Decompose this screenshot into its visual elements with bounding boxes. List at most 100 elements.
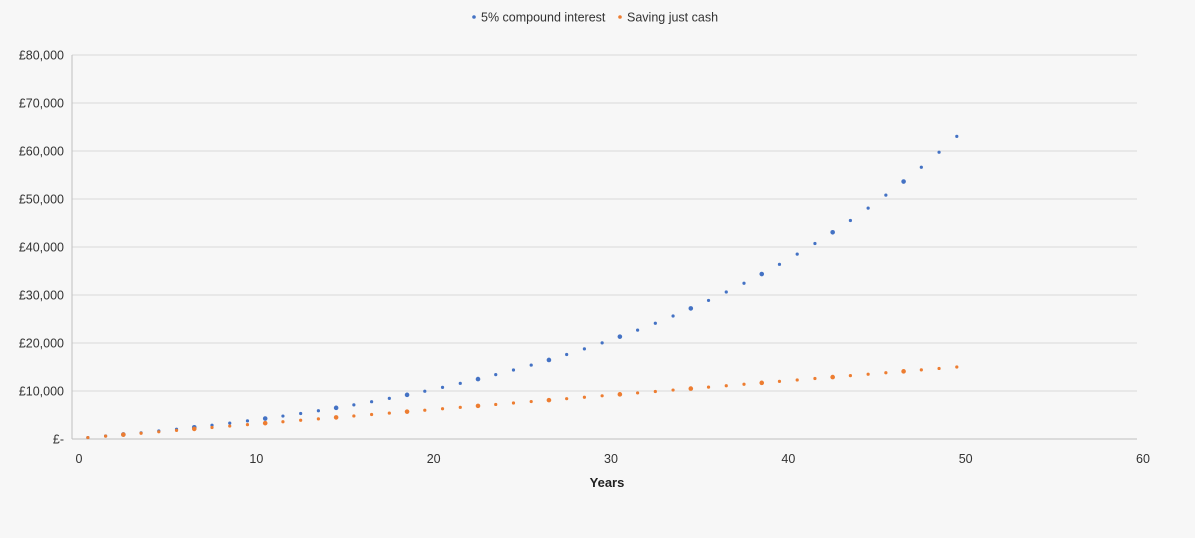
y-tick-label: £50,000 bbox=[19, 193, 64, 207]
data-point-cash bbox=[724, 384, 728, 388]
data-point-cash bbox=[423, 408, 427, 412]
data-point-compound bbox=[228, 421, 232, 425]
x-axis-title: Years bbox=[590, 475, 625, 490]
data-point-cash bbox=[671, 388, 675, 392]
data-point-cash bbox=[387, 411, 391, 415]
data-point-cash bbox=[121, 432, 126, 437]
data-point-cash bbox=[174, 428, 179, 432]
data-point-cash bbox=[759, 380, 765, 386]
data-point-cash bbox=[742, 382, 746, 386]
data-point-cash bbox=[529, 399, 533, 404]
data-point-compound bbox=[210, 423, 214, 427]
data-point-compound bbox=[546, 357, 552, 363]
data-point-cash bbox=[228, 424, 232, 428]
data-point-cash bbox=[333, 415, 339, 420]
data-point-compound bbox=[724, 290, 728, 294]
data-point-compound bbox=[848, 218, 853, 223]
data-point-cash bbox=[494, 402, 498, 407]
data-point-compound bbox=[884, 193, 888, 197]
data-point-compound bbox=[458, 381, 462, 385]
data-point-cash bbox=[617, 392, 623, 397]
data-point-cash bbox=[245, 423, 250, 427]
y-tick-label: £70,000 bbox=[19, 97, 64, 111]
x-tick-label: 50 bbox=[959, 452, 973, 466]
data-point-cash bbox=[262, 420, 268, 426]
data-point-compound bbox=[813, 241, 817, 246]
data-point-cash bbox=[475, 403, 481, 409]
data-point-compound bbox=[617, 334, 623, 339]
data-point-compound bbox=[281, 414, 285, 418]
data-point-cash bbox=[139, 431, 143, 435]
data-point-cash bbox=[104, 434, 108, 438]
data-point-cash bbox=[884, 371, 888, 375]
data-point-cash bbox=[352, 414, 356, 418]
data-point-compound bbox=[759, 271, 765, 277]
data-point-compound bbox=[262, 416, 268, 421]
data-point-compound bbox=[529, 363, 533, 367]
data-point-compound bbox=[404, 392, 410, 398]
data-point-compound bbox=[475, 376, 481, 382]
data-point-compound bbox=[299, 411, 303, 416]
legend-item-compound[interactable]: 5% compound interest bbox=[472, 11, 606, 25]
data-point-compound bbox=[919, 165, 923, 169]
data-point-compound bbox=[352, 403, 356, 407]
data-point-compound bbox=[423, 389, 427, 393]
y-tick-label: £20,000 bbox=[19, 337, 64, 351]
data-point-cash bbox=[565, 397, 569, 401]
data-point-cash bbox=[688, 386, 694, 391]
data-point-cash bbox=[546, 397, 552, 403]
x-tick-label: 30 bbox=[604, 452, 618, 466]
x-tick-label: 40 bbox=[781, 452, 795, 466]
data-point-cash bbox=[210, 425, 214, 430]
data-point-cash bbox=[813, 376, 817, 381]
data-point-compound bbox=[901, 179, 906, 184]
data-point-compound bbox=[937, 150, 941, 154]
legend-item-cash[interactable]: Saving just cash bbox=[618, 11, 718, 25]
data-point-cash bbox=[795, 378, 799, 382]
x-tick-label: 20 bbox=[427, 452, 441, 466]
data-point-cash bbox=[458, 405, 462, 409]
data-point-cash bbox=[866, 372, 870, 376]
data-point-cash bbox=[901, 369, 906, 374]
data-point-compound bbox=[955, 134, 959, 139]
data-point-cash bbox=[582, 395, 587, 399]
data-point-compound bbox=[494, 373, 498, 377]
data-point-compound bbox=[565, 352, 569, 357]
data-point-cash bbox=[848, 374, 853, 378]
data-point-compound bbox=[636, 328, 640, 332]
data-point-compound bbox=[795, 252, 799, 256]
x-tick-labels: 0 10 20 30 40 50 60 bbox=[76, 452, 1150, 466]
data-point-cash bbox=[830, 374, 835, 380]
y-tick-label: £- bbox=[53, 433, 64, 447]
data-point-cash bbox=[636, 391, 640, 395]
data-point-cash bbox=[955, 365, 959, 369]
x-tick-label: 10 bbox=[249, 452, 263, 466]
legend-label-compound: 5% compound interest bbox=[481, 11, 606, 25]
data-point-cash bbox=[191, 426, 197, 432]
data-point-compound bbox=[653, 321, 657, 325]
data-point-compound bbox=[866, 206, 870, 210]
legend-marker-compound bbox=[472, 15, 476, 19]
data-point-compound bbox=[777, 262, 782, 266]
y-tick-label: £40,000 bbox=[19, 241, 64, 255]
x-tick-label: 60 bbox=[1136, 452, 1150, 466]
data-point-compound bbox=[688, 306, 694, 311]
data-point-compound bbox=[440, 385, 445, 389]
data-point-cash bbox=[706, 385, 711, 389]
data-point-compound bbox=[742, 281, 746, 285]
y-tick-labels: £- £10,000 £20,000 £30,000 £40,000 £50,000 £60… bbox=[19, 49, 64, 447]
data-point-compound bbox=[706, 298, 711, 303]
data-point-compound bbox=[600, 341, 604, 345]
data-point-cash bbox=[937, 366, 941, 371]
data-point-cash bbox=[281, 420, 285, 424]
data-point-compound bbox=[830, 229, 835, 235]
x-tick-label: 0 bbox=[76, 452, 83, 466]
axes bbox=[71, 55, 1137, 440]
data-point-cash bbox=[440, 407, 445, 411]
data-point-compound bbox=[511, 368, 516, 372]
data-point-cash bbox=[404, 409, 410, 414]
data-point-compound bbox=[387, 396, 391, 400]
legend-label-cash: Saving just cash bbox=[627, 11, 718, 25]
data-point-cash bbox=[777, 379, 782, 383]
data-point-cash bbox=[299, 418, 303, 422]
